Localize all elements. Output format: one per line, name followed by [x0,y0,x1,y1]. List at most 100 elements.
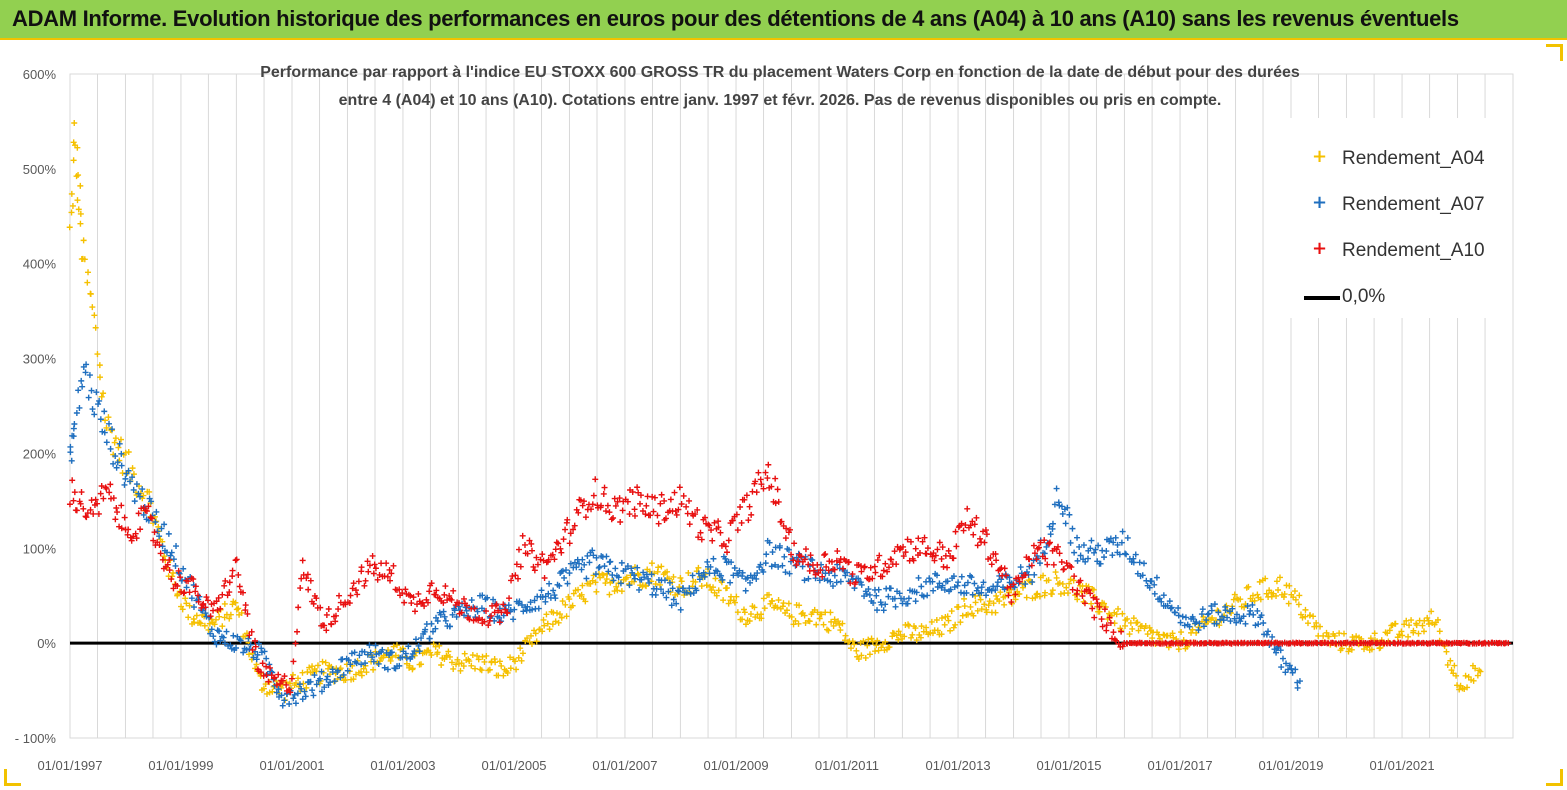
data-point [1410,627,1417,634]
data-point [236,583,243,590]
data-point [221,582,228,589]
data-point [213,641,220,648]
data-point [735,572,742,579]
data-point [112,435,119,442]
data-point [1122,622,1129,629]
data-point [566,596,573,603]
data-point [290,695,297,702]
data-point [498,618,505,625]
data-point [575,509,582,516]
data-point [802,546,809,553]
data-point [411,648,418,655]
data-point [606,509,613,516]
data-point [1249,601,1256,608]
data-point [866,651,873,658]
data-point [1273,592,1280,599]
data-point [1246,611,1253,618]
data-point [422,626,429,633]
data-point [1142,622,1149,629]
data-point [515,546,522,553]
data-point [1118,628,1125,635]
data-point [992,587,999,594]
data-point [610,514,617,521]
data-point [874,557,881,564]
data-point [1112,534,1119,541]
data-point [882,638,889,645]
grid-layer [69,73,1514,739]
data-point [313,595,320,602]
data-point [1280,594,1287,601]
data-point [972,599,979,606]
data-point [755,469,762,476]
data-point [1036,593,1043,600]
data-point [652,591,659,598]
data-point [1101,606,1108,613]
data-point [701,573,708,580]
data-point [393,642,400,649]
data-point [471,605,478,612]
data-point [713,592,720,599]
data-point [1090,594,1097,601]
data-point [589,501,596,508]
data-point [374,576,381,583]
data-point [981,601,988,608]
data-point [624,498,631,505]
data-point [125,526,132,533]
data-point [313,681,320,688]
data-point [509,573,516,580]
data-point [1151,581,1158,588]
data-point [586,559,593,566]
data-point [156,533,163,540]
data-point [1032,594,1039,601]
data-point [847,580,854,587]
data-point [301,688,308,695]
data-point [289,671,296,678]
data-point [562,601,569,608]
data-point [924,592,931,599]
data-point [945,547,952,554]
data-point [1082,558,1089,565]
data-point [169,573,176,580]
data-point [313,668,320,675]
data-point [551,592,558,599]
data-point [1291,588,1298,595]
data-point [1294,684,1301,691]
data-point [323,611,330,618]
data-point [973,514,980,521]
data-point [639,507,646,514]
data-point [660,590,667,597]
data-point [428,580,435,587]
data-point [994,579,1001,586]
data-point [590,552,597,559]
data-point [434,618,441,624]
data-point [873,642,880,649]
data-point [180,565,187,572]
data-point [518,657,525,664]
data-point [458,609,465,616]
data-point [466,658,473,665]
data-point [742,621,749,628]
data-point [1123,551,1130,558]
data-point [557,545,564,552]
data-point [930,587,937,594]
data-point [1057,590,1064,597]
data-point [929,553,936,560]
data-point [357,668,364,675]
data-point [1132,551,1139,558]
data-point [468,597,475,604]
data-point [614,587,621,594]
data-point [466,616,473,623]
data-point [1263,631,1270,638]
data-point [328,621,335,628]
data-point [514,575,521,582]
data-point [1252,622,1259,629]
data-point [615,574,622,581]
data-point [836,621,843,628]
data-point [647,512,654,519]
data-point [988,561,995,568]
data-point [766,539,773,546]
data-point [683,589,690,596]
data-point [712,575,719,582]
data-point [552,595,559,602]
data-point [1425,621,1432,628]
